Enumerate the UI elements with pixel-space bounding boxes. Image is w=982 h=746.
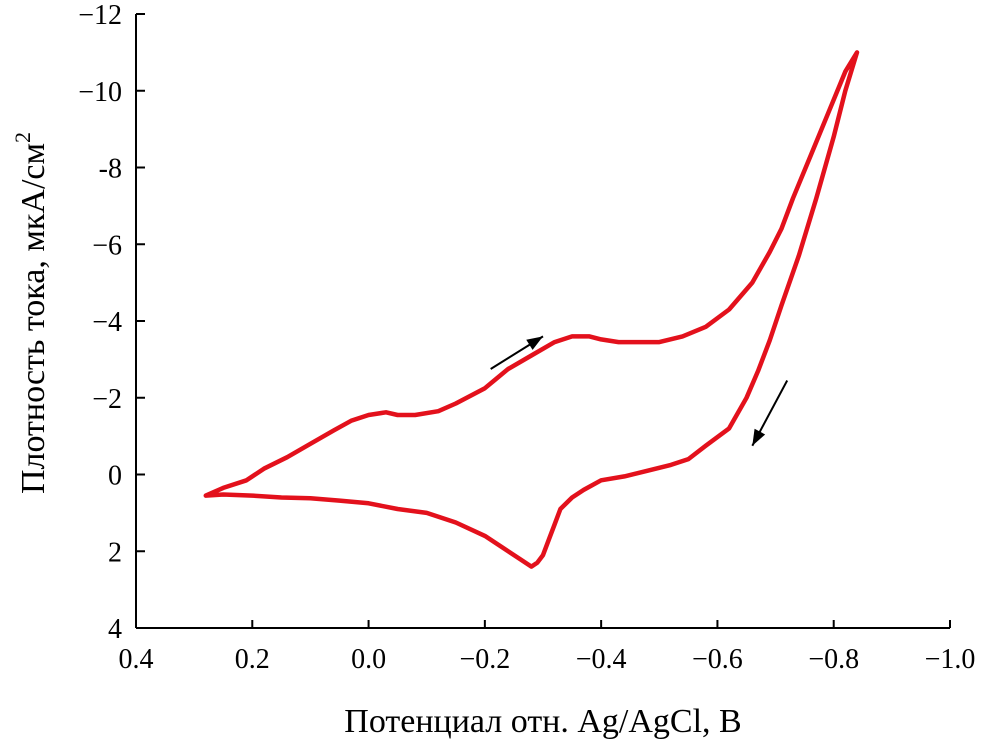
y-ticks: −12 −10 -8 −6 −4 −2 0 2 4 <box>78 0 145 645</box>
y-tick-label: −4 <box>92 307 122 338</box>
x-tick-label: 0.4 <box>119 644 154 675</box>
x-tick-label: −0.8 <box>808 644 859 675</box>
series-layer <box>203 50 860 569</box>
x-tick-label: −0.2 <box>459 644 510 675</box>
x-axis-title: Потенциал отн. Ag/AgCl, В <box>344 703 741 740</box>
arrow-head <box>752 428 766 446</box>
y-axis-title: Плотность тока, мкА/см2 <box>10 132 52 494</box>
y-tick-label: −12 <box>78 0 122 31</box>
series-line <box>203 50 860 569</box>
y-tick-label: −10 <box>78 77 122 108</box>
y-axis-title-superscript: 2 <box>10 132 35 143</box>
y-tick-label: 4 <box>108 614 122 645</box>
axes <box>135 14 950 629</box>
x-tick-label: −0.4 <box>576 644 627 675</box>
x-tick-label: 0.0 <box>351 644 386 675</box>
y-axis-title-text: Плотность тока, мкА/см <box>15 143 52 494</box>
x-ticks: 0.4 0.2 0.0 −0.2 −0.4 −0.6 −0.8 −1.0 <box>119 620 976 675</box>
x-tick-label: −0.6 <box>692 644 743 675</box>
y-tick-label: −6 <box>92 230 122 261</box>
y-tick-label: -8 <box>99 154 122 185</box>
x-tick-label: −1.0 <box>925 644 976 675</box>
y-tick-label: −2 <box>92 384 122 415</box>
arrow-layer <box>490 335 789 447</box>
arrow-head <box>526 336 543 350</box>
x-tick-label: 0.2 <box>235 644 270 675</box>
y-tick-label: 2 <box>108 537 122 568</box>
y-tick-label: 0 <box>108 461 122 492</box>
